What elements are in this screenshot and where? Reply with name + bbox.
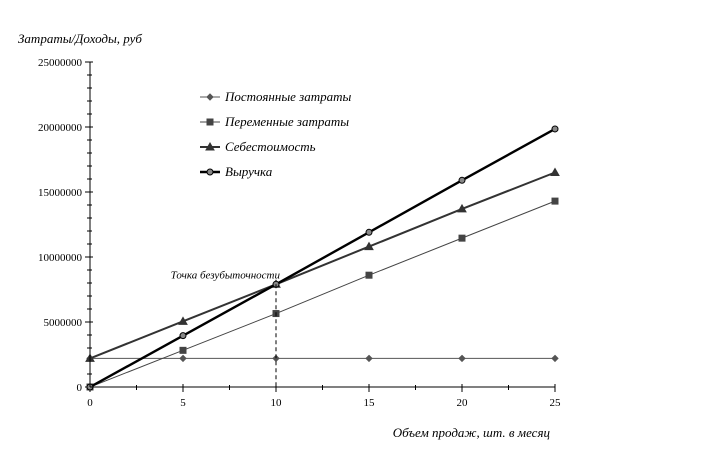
legend-background <box>196 86 376 184</box>
legend-entry: Постоянные затраты <box>200 89 351 104</box>
series-2 <box>85 167 560 362</box>
legend-marker <box>205 141 215 151</box>
x-tick-label: 5 <box>180 397 186 409</box>
y-tick-label: 25000000 <box>38 57 83 69</box>
legend-label: Выручка <box>225 164 273 179</box>
data-point <box>179 332 187 340</box>
series-line <box>89 200 556 388</box>
x-tick-label: 15 <box>364 397 376 409</box>
break-even-label: Точка безубыточности <box>171 269 281 281</box>
data-point <box>551 354 559 363</box>
data-point <box>365 228 373 236</box>
data-point <box>364 241 374 251</box>
series-line <box>89 171 556 360</box>
x-tick-label: 0 <box>87 397 93 409</box>
y-tick-label: 5000000 <box>44 317 83 329</box>
data-point <box>179 346 187 354</box>
series-1 <box>86 197 559 391</box>
x-axis-title: Объем продаж, шт. в месяц <box>393 425 551 440</box>
y-tick-label: 10000000 <box>38 252 83 264</box>
data-point <box>178 316 188 325</box>
series-layer <box>85 125 560 391</box>
legend-entry: Переменные затраты <box>200 114 349 129</box>
data-point <box>365 271 373 279</box>
legend-marker <box>206 118 214 126</box>
data-point <box>457 203 467 213</box>
axis-ticks-group: 0 5000000 10000000 15000000 20000000 25000000… <box>38 57 561 409</box>
data-point <box>458 354 466 363</box>
legend-entry: Себестоимость <box>200 139 316 154</box>
legend: Постоянные затраты Переменные затраты Себе… <box>196 86 376 184</box>
legend-marker <box>206 93 214 101</box>
legend-label: Переменные затраты <box>224 114 349 129</box>
data-point <box>458 234 466 242</box>
data-point <box>551 197 559 205</box>
annotation-layer: Точка безубыточности <box>171 269 281 387</box>
x-tick-label: 10 <box>271 397 283 409</box>
legend-marker <box>206 168 214 176</box>
data-point <box>365 354 373 363</box>
y-tick-label: 15000000 <box>38 187 83 199</box>
x-tick-label: 20 <box>457 397 469 409</box>
legend-label: Постоянные затраты <box>224 89 351 104</box>
y-axis-title: Затраты/Доходы, руб <box>18 31 142 46</box>
y-tick-label: 0 <box>77 382 83 394</box>
data-point <box>458 176 466 184</box>
data-point <box>179 354 187 363</box>
x-tick-label: 25 <box>550 397 562 409</box>
y-tick-label: 20000000 <box>38 122 83 134</box>
series-line <box>89 127 556 389</box>
legend-entry: Выручка <box>200 164 273 179</box>
legend-label: Себестоимость <box>225 139 316 154</box>
data-point <box>550 167 560 176</box>
data-point <box>551 125 559 133</box>
